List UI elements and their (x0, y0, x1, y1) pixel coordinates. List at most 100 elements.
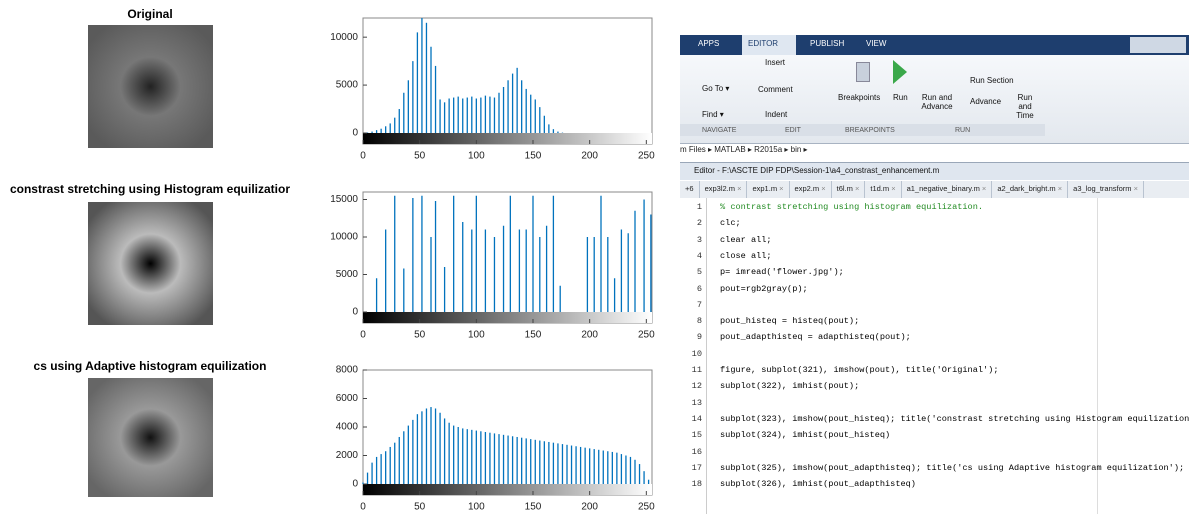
close-icon[interactable]: × (853, 184, 859, 193)
toolstrip-tab[interactable]: EDITOR (748, 39, 778, 48)
close-icon[interactable]: × (1056, 184, 1062, 193)
line-number: 5 (680, 267, 702, 277)
x-tick-label: 100 (468, 330, 485, 341)
file-tab[interactable]: exp1.m × (747, 181, 789, 198)
x-tick-label: 100 (468, 502, 485, 513)
toolstrip-tab[interactable]: VIEW (866, 39, 886, 48)
breadcrumb-item[interactable]: R2015a (754, 145, 782, 154)
image (88, 378, 213, 497)
y-tick-label: 8000 (336, 365, 359, 376)
x-tick-label: 150 (525, 502, 542, 513)
ribbon-button[interactable]: Advance (970, 97, 1001, 106)
x-tick-label: 50 (414, 502, 426, 513)
breadcrumb-item[interactable]: m Files (680, 145, 706, 154)
file-tab-label: exp1.m (752, 184, 777, 193)
file-tab-label: a2_dark_bright.m (997, 184, 1055, 193)
ribbon-button[interactable]: Comment (758, 85, 793, 94)
ribbon-button[interactable]: Indent (765, 110, 787, 119)
ribbon-section-label: BREAKPOINTS (845, 127, 895, 134)
close-icon[interactable]: × (889, 184, 895, 193)
breadcrumb-item[interactable]: bin (791, 145, 802, 154)
line-number: 6 (680, 284, 702, 294)
line-number: 10 (680, 349, 702, 359)
line-number: 14 (680, 414, 702, 424)
toolstrip-tab[interactable]: PUBLISH (810, 39, 844, 48)
close-icon[interactable]: × (777, 184, 783, 193)
y-tick-label: 2000 (336, 450, 359, 461)
code-line: subplot(325), imshow(pout_adapthisteq); … (720, 463, 1184, 473)
image (88, 202, 213, 325)
file-tab[interactable]: t6l.m × (832, 181, 866, 198)
ribbon-section-label: EDIT (785, 127, 801, 134)
toolstrip-tab[interactable]: APPS (698, 39, 719, 48)
gray-bar (363, 133, 652, 144)
file-tab-label: exp3l2.m (705, 184, 735, 193)
ribbon-button[interactable]: Insert (765, 58, 785, 67)
line-number: 9 (680, 332, 702, 342)
code-line: pout_histeq = histeq(pout); (720, 316, 859, 326)
panel-title: Original (127, 7, 172, 21)
ribbon-button[interactable]: Run and Time (1010, 93, 1040, 120)
line-number: 15 (680, 430, 702, 440)
panel-title: cs using Adaptive histogram equilization (34, 359, 267, 373)
gray-bar (363, 312, 652, 323)
code-line: pout_adapthisteq = adapthisteq(pout); (720, 332, 911, 342)
line-number: 13 (680, 398, 702, 408)
x-tick-label: 200 (581, 502, 598, 513)
code-line: pout=rgb2gray(p); (720, 284, 808, 294)
ribbon-button[interactable]: Run Section (970, 76, 1014, 85)
close-icon[interactable]: × (735, 184, 741, 193)
close-icon[interactable]: × (819, 184, 825, 193)
file-tab-label: exp2.m (795, 184, 820, 193)
code-line: subplot(326), imhist(pout_adapthisteq) (720, 479, 916, 489)
line-number: 7 (680, 300, 702, 310)
gutter-border (706, 198, 707, 514)
x-tick-label: 250 (638, 151, 655, 162)
x-tick-label: 0 (360, 330, 366, 341)
file-tab-label: a1_negative_binary.m (907, 184, 980, 193)
file-tab[interactable]: a1_negative_binary.m × (902, 181, 993, 198)
breadcrumb-item[interactable]: MATLAB (714, 145, 745, 154)
line-number: 2 (680, 218, 702, 228)
ribbon-button[interactable]: Run and Advance (920, 93, 954, 111)
line-number: 3 (680, 235, 702, 245)
panel-title: constrast stretching using Histogram equ… (10, 182, 290, 196)
page: Original constrast stretching using Hist… (0, 0, 1189, 514)
file-tab[interactable]: exp2.m × (790, 181, 832, 198)
file-tab[interactable]: a3_log_transform × (1068, 181, 1144, 198)
code-line: % contrast stretching using histogram eq… (720, 202, 983, 212)
figure: Original constrast stretching using Hist… (0, 0, 680, 514)
code-line: subplot(323), imshow(pout_histeq); title… (720, 414, 1189, 424)
line-number: 16 (680, 447, 702, 457)
breakpoints-icon (856, 62, 870, 82)
code-line: p= imread('flower.jpg'); (720, 267, 844, 277)
code-area: 1% contrast stretching using histogram e… (680, 198, 1189, 514)
line-number: 11 (680, 365, 702, 375)
ribbon-button[interactable]: Run (893, 93, 908, 102)
y-tick-label: 0 (352, 479, 358, 490)
ribbon-button[interactable]: Find ▾ (702, 110, 724, 119)
file-tab[interactable]: t1d.m × (865, 181, 901, 198)
editor-titlebar: Editor - F:\ASCTE DIP FDP\Session-1\a4_c… (680, 162, 1189, 180)
code-line: figure, subplot(321), imshow(pout), titl… (720, 365, 998, 375)
line-number: 4 (680, 251, 702, 261)
line-number: 8 (680, 316, 702, 326)
file-tab[interactable]: +6 (680, 181, 700, 198)
separator: ▸ (801, 145, 807, 154)
x-tick-label: 250 (638, 330, 655, 341)
close-icon[interactable]: × (980, 184, 986, 193)
code-line: close all; (720, 251, 772, 261)
separator: ▸ (706, 145, 714, 154)
code-line: clc; (720, 218, 741, 228)
ribbon-button[interactable]: Go To ▾ (702, 84, 729, 93)
y-tick-label: 0 (352, 307, 358, 318)
file-tab[interactable]: a2_dark_bright.m × (992, 181, 1068, 198)
close-icon[interactable]: × (1132, 184, 1138, 193)
ribbon-section-label: RUN (955, 127, 970, 134)
matlab-editor: Insert Comment Indent Go To ▾ Find ▾ Bre… (680, 0, 1189, 514)
file-tab-label: a3_log_transform (1073, 184, 1131, 193)
file-tab[interactable]: exp3l2.m × (700, 181, 748, 198)
ribbon-button[interactable]: Breakpoints (838, 93, 880, 102)
code-line: clear all; (720, 235, 772, 245)
